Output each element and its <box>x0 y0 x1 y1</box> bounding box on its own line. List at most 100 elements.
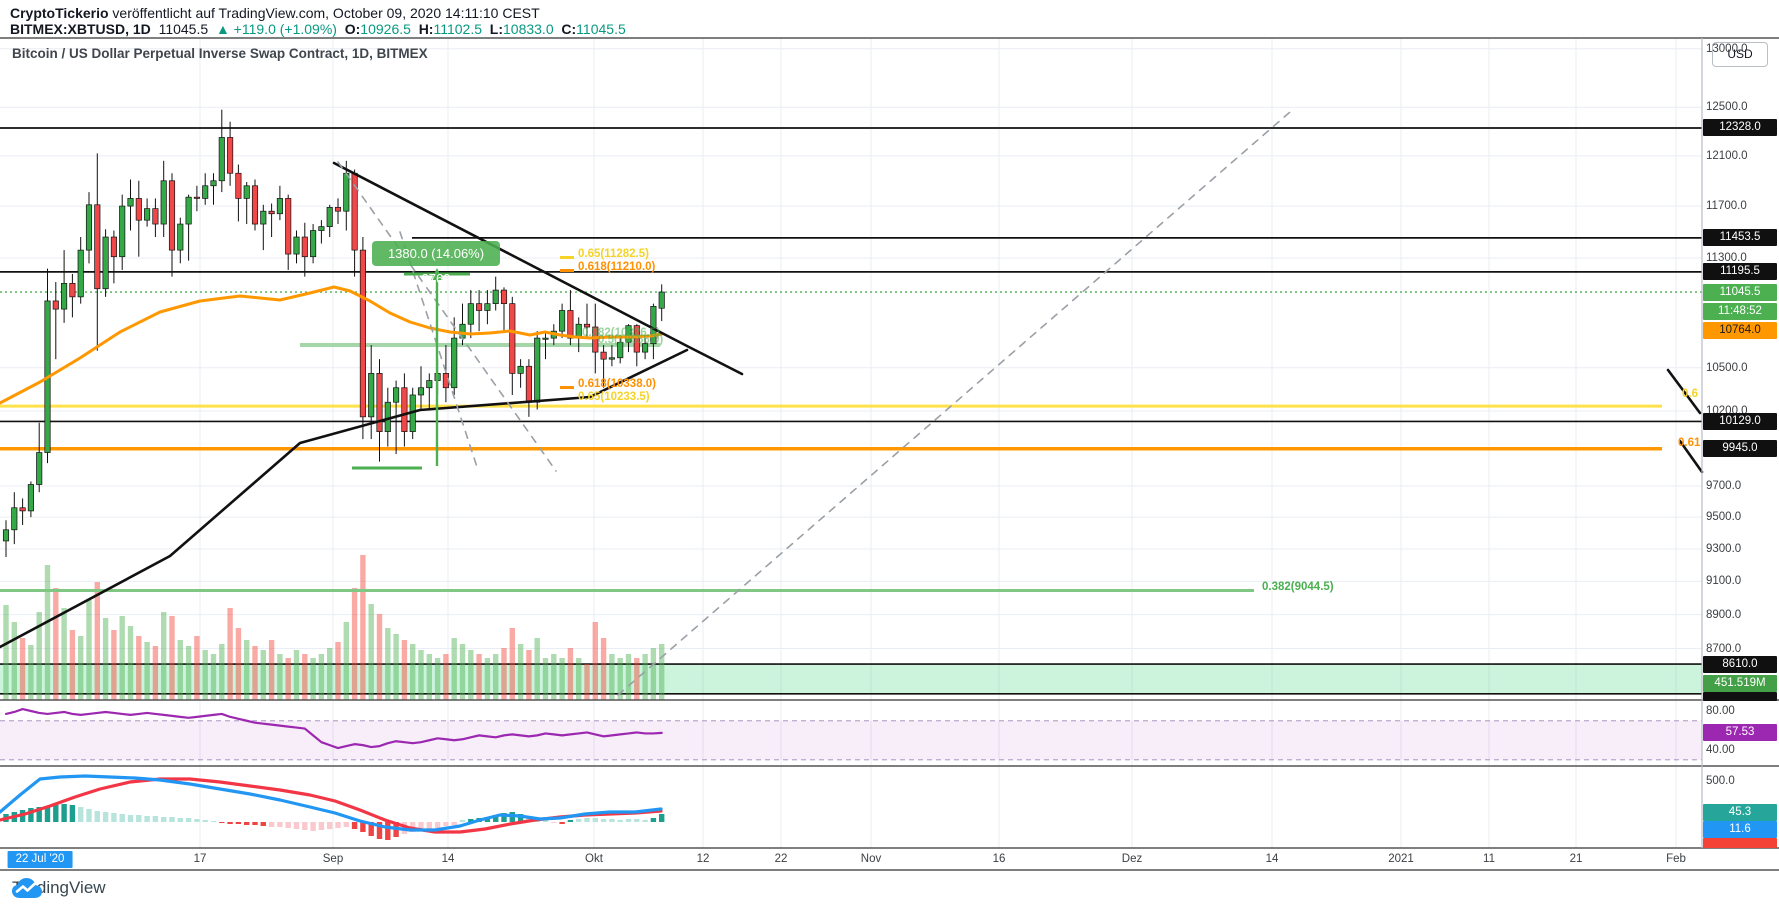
time-tick-okt: Okt <box>585 853 603 865</box>
volume-bar <box>335 642 341 700</box>
rsi-upper-tick: 80.00 <box>1706 705 1735 717</box>
volume-bar <box>310 658 316 700</box>
macd-histogram-bar <box>517 814 524 822</box>
candle-body <box>592 326 599 353</box>
macd-histogram-bar <box>28 808 34 822</box>
volume-bar <box>202 650 208 700</box>
macd-histogram-bar <box>318 822 325 830</box>
time-tick-17: 17 <box>193 853 207 865</box>
candle-body <box>77 249 84 298</box>
price-tick: 10500.0 <box>1706 361 1748 374</box>
volume-bar <box>385 628 391 700</box>
macd-histogram-bar <box>127 815 134 822</box>
candle-body <box>500 289 508 305</box>
macd-histogram-bar <box>202 820 208 822</box>
fib-label: 0.6 <box>1682 388 1698 400</box>
fib-label: 0.618(10338.0) <box>578 378 657 390</box>
right-edge-trendline <box>1666 368 1702 415</box>
high-value: 11102.5 <box>433 21 482 37</box>
axis-chip-partial <box>1703 691 1777 701</box>
price-tick: 9300.0 <box>1706 542 1742 555</box>
macd-histogram-bar <box>69 805 76 822</box>
volume-bar <box>194 636 200 700</box>
dashed-projection-line <box>337 161 557 472</box>
candle-body <box>185 196 192 225</box>
macd-histogram-bar <box>567 820 574 822</box>
tradingview-logo[interactable]: TradingView <box>12 878 106 898</box>
candle-body <box>94 204 101 290</box>
published-text: veröffentlicht auf TradingView.com, Octo… <box>108 5 540 21</box>
candle-body <box>442 373 449 389</box>
candle-body <box>193 196 200 199</box>
candle-body <box>318 226 325 231</box>
volume-bar <box>476 654 482 700</box>
measure-tool-label[interactable]: 1380.0 (14.06%) 2760 <box>372 241 500 286</box>
macd-histogram-bar <box>144 816 150 822</box>
volume-bar <box>293 650 300 700</box>
candle-body <box>301 236 308 258</box>
time-tick-14: 14 <box>441 853 455 865</box>
volume-bar <box>127 626 134 700</box>
candle-body <box>235 172 242 199</box>
macd-histogram-bar <box>61 804 67 822</box>
candle-body <box>102 236 109 290</box>
candle-body <box>492 289 499 305</box>
macd-histogram-bar <box>219 822 225 823</box>
fib-label: 0.65(11282.5) <box>578 248 649 260</box>
currency-toggle-button[interactable]: USD <box>1712 42 1768 67</box>
macd-histogram-bar <box>368 822 374 836</box>
price-tick: 9500.0 <box>1706 511 1742 524</box>
volume-bar <box>360 555 366 700</box>
macd-histogram-bar <box>559 822 565 824</box>
volume-bar <box>119 616 125 700</box>
symbol-ohlc-row: BITMEX:XBTUSD, 1D 11045.5 ▲ +119.0 (+1.0… <box>10 21 626 37</box>
macd-histogram-bar <box>302 822 308 830</box>
candle-body <box>168 180 176 251</box>
candle-body <box>509 303 516 374</box>
volume-bar <box>36 612 42 700</box>
macd-histogram-bar <box>235 822 242 824</box>
volume-bar <box>642 654 648 700</box>
macd-histogram-bar <box>642 820 648 822</box>
candle-body <box>227 137 234 174</box>
candle-body <box>210 180 217 187</box>
macd-histogram-bar <box>659 814 665 822</box>
candle-body <box>52 300 59 310</box>
candle-body <box>11 507 18 531</box>
volume-bar <box>86 600 92 700</box>
macd-histogram-bar <box>44 806 51 822</box>
volume-bar <box>351 588 358 700</box>
volume-bar <box>28 645 34 700</box>
volume-bar <box>376 614 383 700</box>
candles-group <box>2 109 665 557</box>
candle-body <box>276 198 283 215</box>
price-tick: 11300.0 <box>1706 252 1747 265</box>
volume-bar <box>584 664 590 700</box>
fib-label-dash <box>560 386 574 389</box>
volume-bar <box>517 644 524 700</box>
last-price: 11045.5 <box>158 21 209 37</box>
macd-histogram-bar <box>260 822 266 826</box>
volume-bar <box>493 654 499 700</box>
volume-bar <box>542 658 549 700</box>
macd-histogram-bar <box>86 809 92 822</box>
macd-histogram-bar <box>592 818 598 822</box>
price-tick: 8700.0 <box>1706 642 1742 655</box>
macd-histogram-bar <box>268 822 275 827</box>
candle-body <box>251 185 259 225</box>
candle-body <box>368 373 375 418</box>
candle-body <box>326 206 333 227</box>
macd-grid-tick: 500.0 <box>1706 775 1735 787</box>
right-edge-trendline <box>1678 439 1704 474</box>
volume-bar <box>526 650 532 700</box>
candle-body <box>567 310 574 339</box>
price-change: ▲ +119.0 (+1.09%) <box>215 21 337 37</box>
macd-histogram-bar <box>542 820 549 822</box>
volume-bar <box>252 646 258 700</box>
macd-histogram-bar <box>244 822 250 825</box>
author-name: CryptoTickerio <box>10 5 109 21</box>
candle-body <box>310 230 317 258</box>
volume-bar <box>235 628 242 700</box>
volume-bar <box>61 608 67 700</box>
